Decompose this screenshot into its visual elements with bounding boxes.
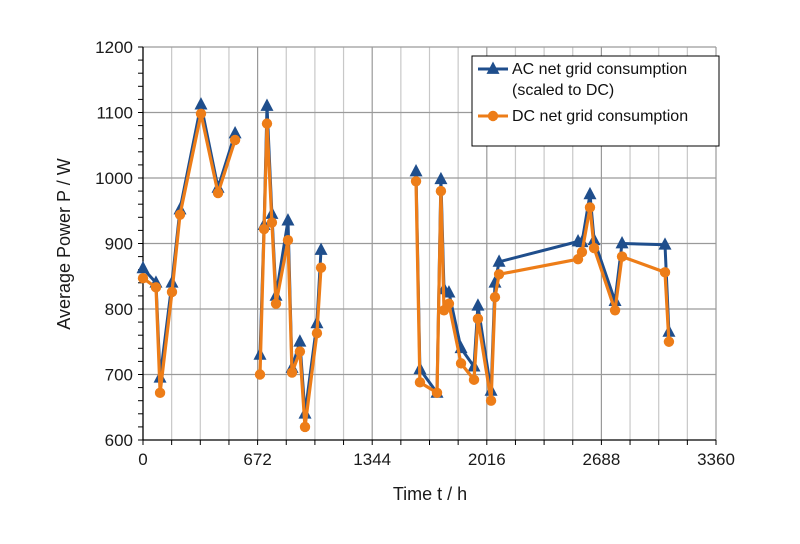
data-point — [282, 235, 294, 246]
data-point — [414, 377, 426, 388]
data-point — [472, 313, 484, 325]
data-point — [260, 98, 274, 111]
legend-label: DC net grid consumption — [512, 108, 688, 125]
data-point — [434, 171, 448, 185]
data-point — [493, 269, 505, 280]
y-tick-label: 1100 — [96, 104, 133, 123]
data-point — [229, 134, 241, 146]
y-tick-label: 700 — [105, 366, 133, 385]
data-point — [485, 395, 497, 406]
y-tick-label: 1200 — [95, 38, 133, 57]
data-point — [195, 108, 207, 120]
y-tick-label: 1000 — [95, 169, 133, 188]
data-point — [261, 118, 273, 129]
y-tick-label: 600 — [105, 431, 133, 450]
data-point — [609, 305, 621, 316]
y-tick-label: 800 — [105, 300, 133, 319]
data-point — [299, 421, 311, 433]
y-tick-label: 900 — [105, 235, 133, 254]
legend: AC net grid consumption (scaled to DC) DC … — [471, 55, 720, 147]
data-point — [270, 298, 282, 309]
data-point — [492, 254, 506, 267]
data-point — [166, 286, 178, 298]
data-point — [584, 202, 596, 213]
data-point — [136, 260, 150, 274]
data-point — [442, 285, 456, 298]
y-tick-labels: 600 700 800 900 1000 1100 1200 — [95, 38, 133, 450]
x-tick-labels: 0 672 1344 2016 2688 3360 — [138, 450, 735, 469]
data-point — [410, 176, 422, 187]
series-line — [414, 171, 671, 395]
axes — [138, 46, 717, 445]
series-line — [258, 121, 323, 429]
legend-box — [471, 55, 720, 147]
data-point — [281, 213, 295, 226]
data-point — [315, 262, 327, 273]
data-point — [616, 251, 628, 262]
data-point — [575, 234, 589, 248]
data-point — [294, 346, 306, 357]
legend-item: DC net grid consumption — [478, 108, 688, 125]
data-point — [443, 298, 455, 309]
data-point — [314, 242, 328, 255]
data-point — [174, 209, 186, 220]
x-tick-label: 2688 — [582, 450, 620, 469]
series-line — [414, 181, 671, 403]
data-point — [663, 336, 675, 347]
data-point — [137, 273, 149, 284]
data-point — [431, 387, 443, 399]
data-point — [576, 246, 588, 258]
x-axis-title: Time t / h — [393, 484, 467, 504]
data-point — [311, 328, 323, 339]
data-point — [293, 334, 307, 347]
data-point — [258, 223, 270, 235]
data-point — [150, 282, 162, 293]
series-layer — [136, 97, 676, 433]
data-point — [615, 236, 629, 249]
x-tick-label: 672 — [243, 450, 271, 469]
legend-item: AC net grid consumption (scaled to DC) — [478, 61, 687, 99]
x-tick-label: 2016 — [468, 450, 506, 469]
x-tick-label: 3360 — [697, 450, 735, 469]
data-point — [588, 242, 600, 254]
data-point — [489, 292, 501, 303]
data-point — [455, 358, 467, 369]
data-point — [254, 369, 266, 380]
legend-label: AC net grid consumption — [512, 61, 687, 78]
x-tick-label: 0 — [138, 450, 147, 469]
data-point — [468, 374, 480, 385]
data-point — [659, 267, 671, 278]
data-point — [435, 185, 447, 197]
x-tick-label: 1344 — [353, 450, 391, 469]
legend-marker — [486, 61, 500, 74]
legend-marker — [487, 110, 499, 122]
data-point — [658, 237, 672, 250]
data-point — [286, 367, 298, 378]
legend-label: (scaled to DC) — [512, 82, 614, 99]
data-point — [194, 97, 208, 110]
data-point — [583, 186, 597, 200]
data-point — [228, 125, 242, 139]
data-point — [471, 298, 485, 311]
y-axis-title: Average Power P / W — [54, 158, 74, 329]
data-point — [266, 217, 278, 228]
data-point — [409, 163, 423, 177]
series-dc — [137, 108, 675, 433]
data-point — [154, 387, 166, 399]
series-line — [142, 112, 237, 395]
data-point — [212, 187, 224, 199]
